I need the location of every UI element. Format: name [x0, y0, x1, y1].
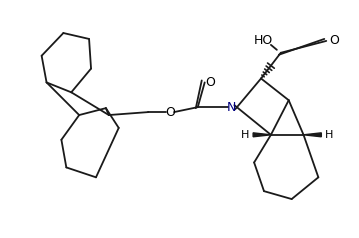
Text: O: O: [329, 35, 339, 47]
Text: HO: HO: [253, 35, 272, 47]
Text: O: O: [206, 76, 215, 89]
Text: H: H: [241, 130, 250, 140]
Polygon shape: [304, 133, 321, 137]
Text: H: H: [325, 130, 334, 140]
Text: N: N: [227, 101, 236, 114]
Polygon shape: [253, 133, 271, 137]
Text: O: O: [165, 106, 175, 119]
